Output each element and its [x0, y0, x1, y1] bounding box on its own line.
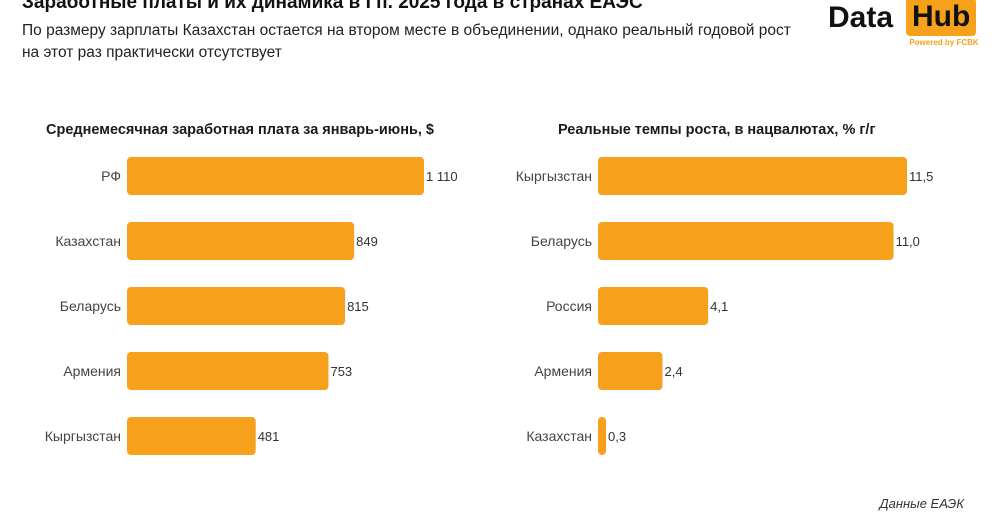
growth-bar-1 — [598, 222, 894, 260]
source-note: Данные ЕАЭК — [879, 496, 964, 511]
salary-value-label-0: 1 110 — [426, 169, 458, 184]
logo-word-data: Data — [828, 1, 894, 34]
salary-category-label-4: Кыргызстан — [45, 428, 121, 444]
growth-bar-3 — [598, 352, 663, 390]
salary-category-label-0: РФ — [101, 168, 121, 184]
growth-value-label-0: 11,5 — [909, 169, 933, 184]
page-title: Заработные платы и их динамика в I п. 20… — [22, 0, 643, 13]
growth-value-label-2: 4,1 — [710, 299, 728, 314]
salary-category-label-3: Армения — [63, 363, 121, 379]
growth-value-label-1: 11,0 — [896, 234, 920, 249]
salary-bar-4 — [127, 417, 256, 455]
logo-tagline: Powered by FCBK — [909, 38, 979, 47]
salary-bar-0 — [127, 157, 424, 195]
growth-value-label-4: 0,3 — [608, 429, 626, 444]
salary-value-label-1: 849 — [356, 234, 378, 249]
growth-category-label-3: Армения — [534, 363, 592, 379]
salary-bar-1 — [127, 222, 355, 260]
salary-bar-chart: РФ 1 110 Казахстан 849 Беларусь 815 Армения 753… — [45, 157, 458, 455]
growth-category-label-4: Казахстан — [526, 428, 592, 444]
growth-category-label-2: Россия — [546, 298, 592, 314]
salary-category-label-1: Казахстан — [55, 233, 121, 249]
right-chart-title: Реальные темпы роста, в нацвалютах, % г/… — [558, 122, 876, 138]
salary-value-label-2: 815 — [347, 299, 369, 314]
salary-bar-3 — [127, 352, 329, 390]
logo-word-hub: Hub — [906, 0, 977, 36]
salary-category-label-2: Беларусь — [60, 298, 121, 314]
growth-bar-0 — [598, 157, 907, 195]
datahub-logo: Data Hub Powered by FCBK — [828, 0, 979, 52]
growth-bar-4 — [598, 417, 607, 455]
growth-bar-2 — [598, 287, 709, 325]
growth-value-label-3: 2,4 — [664, 364, 682, 379]
salary-value-label-3: 753 — [330, 364, 352, 379]
left-chart-title: Среднемесячная заработная плата за январ… — [46, 122, 434, 138]
growth-category-label-0: Кыргызстан — [516, 168, 592, 184]
salary-value-label-4: 481 — [258, 429, 280, 444]
growth-category-label-1: Беларусь — [531, 233, 592, 249]
salary-bar-2 — [127, 287, 346, 325]
page-subtitle: По размеру зарплаты Казахстан остается н… — [22, 22, 791, 61]
